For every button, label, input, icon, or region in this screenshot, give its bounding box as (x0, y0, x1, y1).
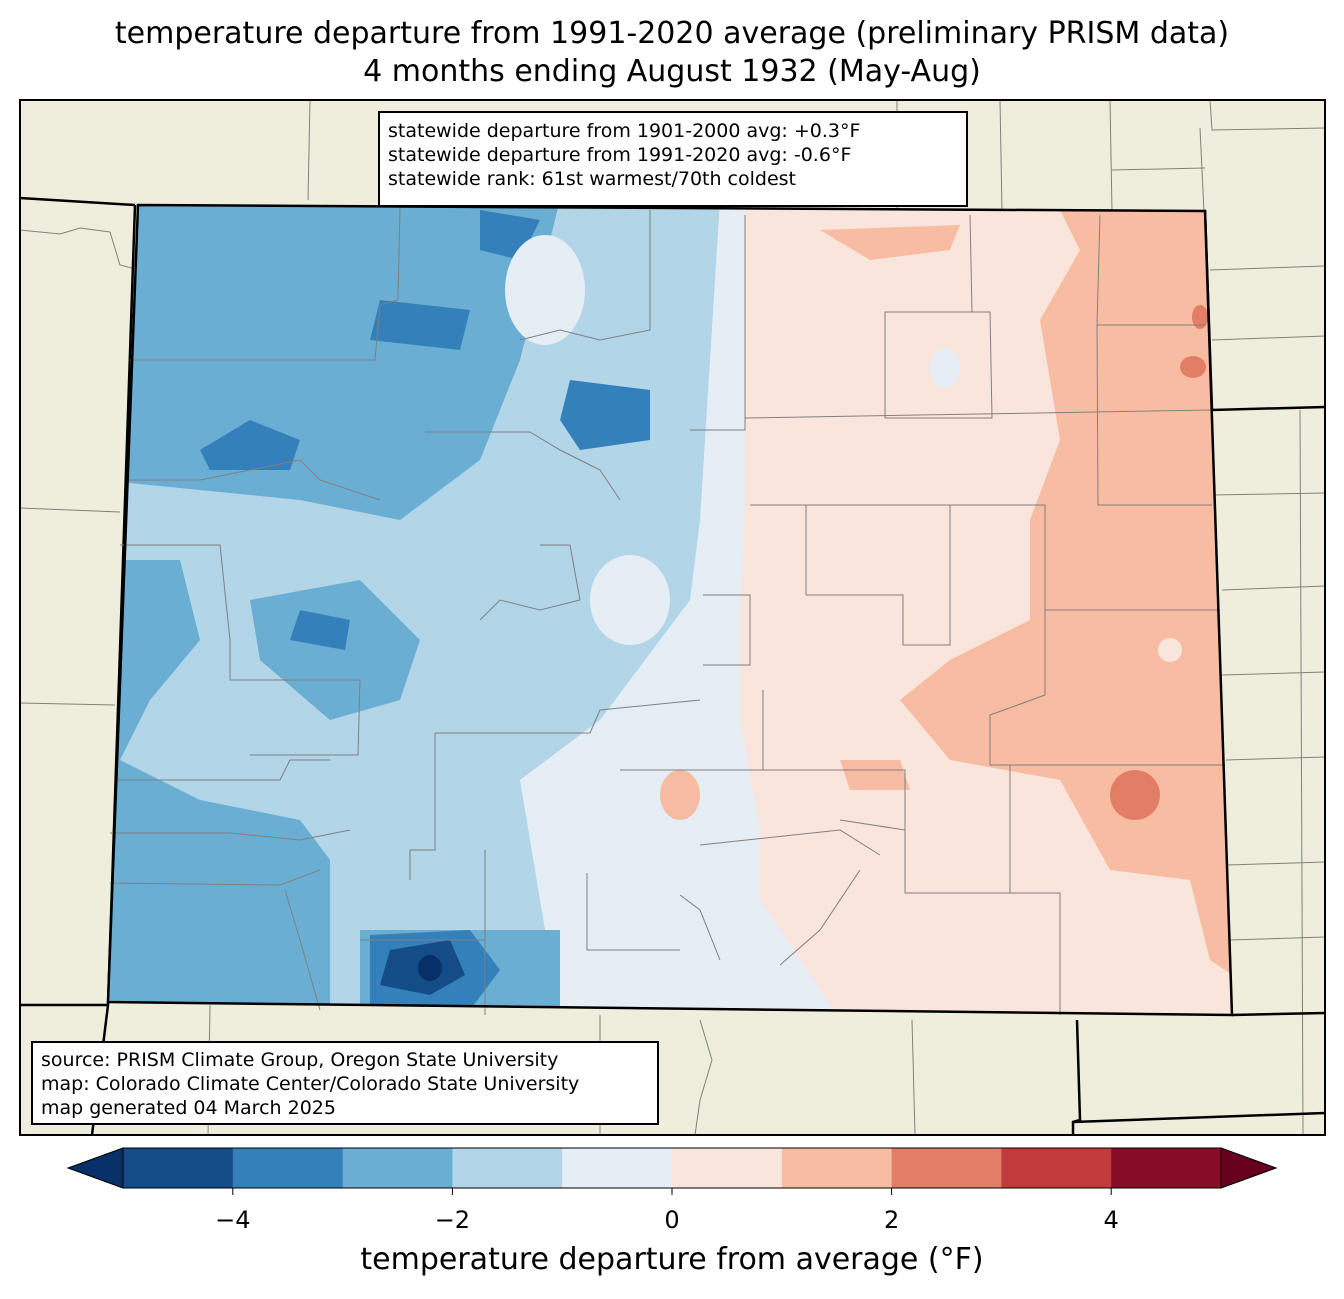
colorbar (66, 1147, 1278, 1195)
colorbar-segment (672, 1148, 783, 1188)
source-line-map: map: Colorado Climate Center/Colorado St… (41, 1073, 580, 1095)
source-line-prism: source: PRISM Climate Group, Oregon Stat… (41, 1049, 559, 1071)
map-title: temperature departure from 1991-2020 ave… (114, 16, 1230, 51)
colorbar-segment (452, 1148, 563, 1188)
map-subtitle: 4 months ending August 1932 (May-Aug) (363, 54, 981, 89)
colorbar-over-arrow (1220, 1147, 1278, 1189)
source-box: source: PRISM Climate Group, Oregon Stat… (31, 1041, 659, 1125)
county-lines (109, 206, 1225, 1015)
colorbar-segment (781, 1148, 893, 1188)
colorbar-label: temperature departure from average (°F) (360, 1242, 984, 1277)
colorbar-segment (232, 1148, 344, 1188)
colorbar-segment (1111, 1148, 1222, 1188)
source-line-generated: map generated 04 March 2025 (41, 1097, 336, 1119)
temperature-field (108, 205, 1232, 1015)
stats-line-rank: statewide rank: 61st warmest/70th coldes… (388, 168, 797, 190)
colorbar-segment (1001, 1148, 1112, 1188)
colorbar-under-arrow (66, 1147, 124, 1189)
colorbar-segment (342, 1148, 453, 1188)
colorbar-segment (562, 1148, 673, 1188)
stats-line-1901-2000: statewide departure from 1901-2000 avg: … (388, 120, 861, 142)
colorbar-tick-label: 2 (883, 1206, 900, 1234)
map-frame (19, 99, 1326, 1136)
stats-line-1991-2020: statewide departure from 1991-2020 avg: … (388, 144, 852, 166)
colorbar-tick-label: 0 (664, 1206, 680, 1234)
colorbar-segment (891, 1148, 1002, 1188)
colorbar-tick-label: −4 (215, 1206, 251, 1234)
colorbar-tick-label: 4 (1103, 1206, 1119, 1234)
colorbar-tick-label: −2 (434, 1206, 471, 1234)
colorado-border (106, 203, 1234, 1017)
colorbar-segment (123, 1148, 234, 1188)
statewide-stats-box: statewide departure from 1901-2000 avg: … (378, 111, 968, 207)
